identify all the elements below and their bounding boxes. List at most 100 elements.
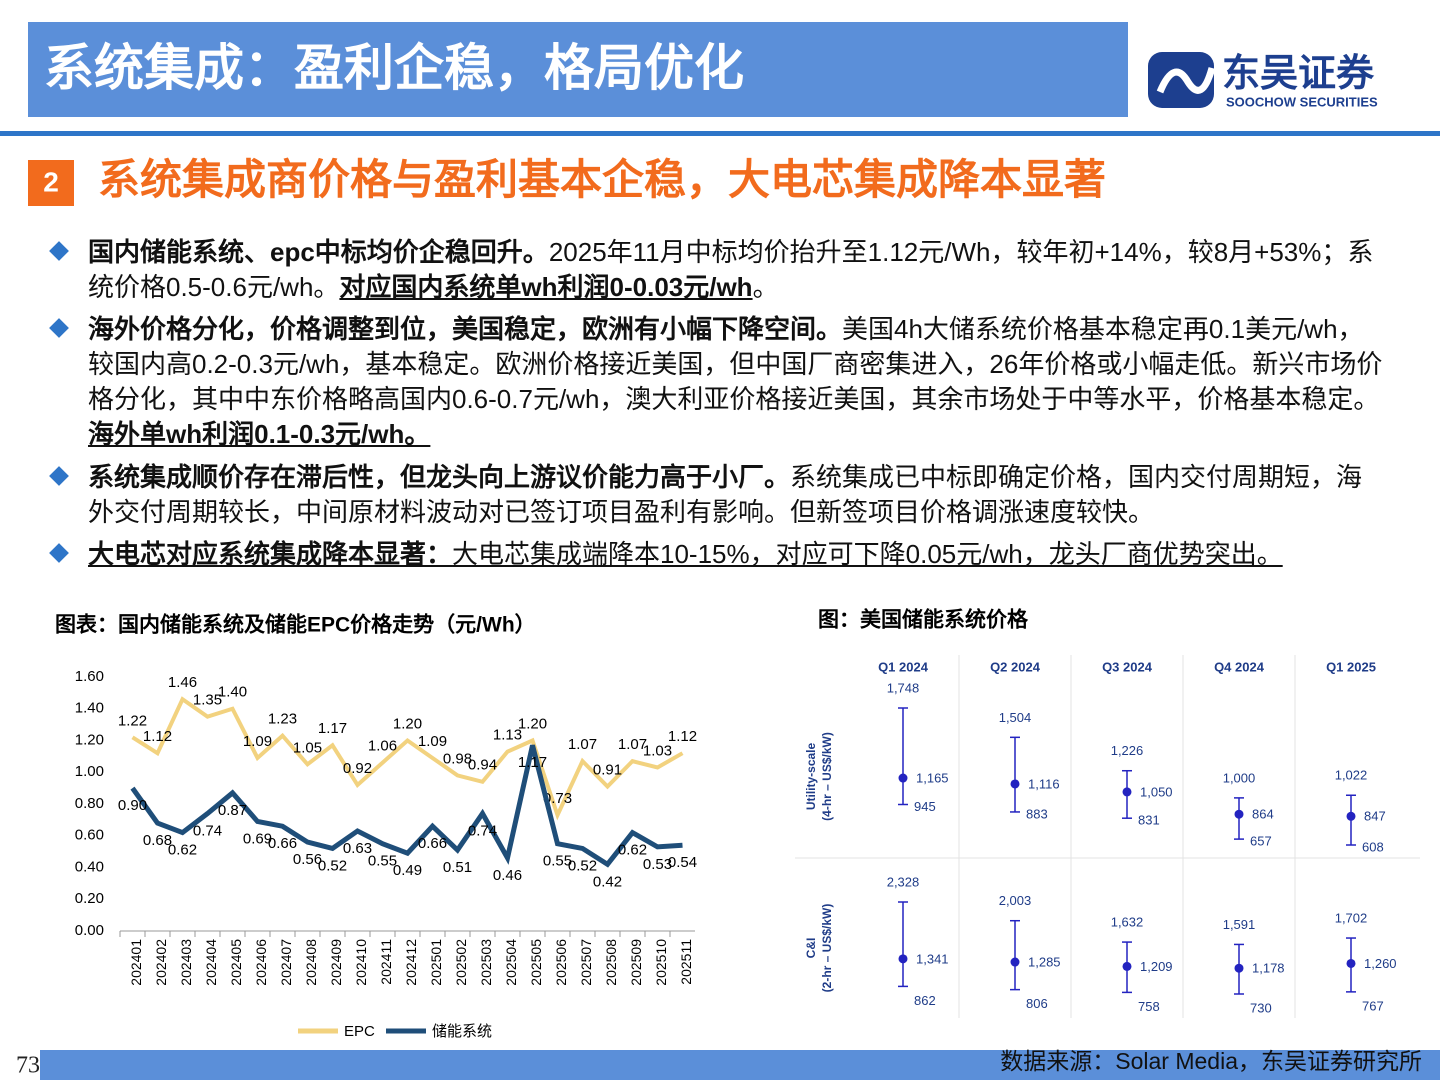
bullet: 大电芯对应系统集成降本显著：大电芯集成端降本10-15%，对应可下降0.05元/… (49, 537, 1388, 572)
slide-title: 系统集成：盈利企稳，格局优化 (44, 40, 744, 96)
data-label: 1.12 (668, 728, 697, 745)
data-label: 0.52 (568, 857, 597, 874)
high-label: 1,022 (1335, 768, 1368, 783)
bullet-text: 海外价格分化，价格调整到位，美国稳定，欧洲有小幅下降空间。 (88, 314, 843, 344)
high-label: 1,504 (999, 710, 1032, 725)
section-badge (28, 160, 74, 206)
mid-dot (1234, 963, 1244, 973)
low-label: 608 (1362, 839, 1384, 854)
chart-title: 图：美国储能系统价格 (818, 608, 1029, 632)
data-label: 0.49 (393, 862, 422, 879)
x-tick-label: 202506 (553, 939, 569, 986)
mid-dot (898, 773, 908, 783)
mid-label: 1,209 (1140, 959, 1173, 974)
data-label: 0.63 (343, 840, 372, 857)
data-label: 0.55 (368, 853, 397, 870)
panel-label: C&I (804, 938, 818, 959)
x-tick-label: 202511 (678, 939, 694, 985)
mid-label: 864 (1252, 807, 1274, 822)
data-label: 1.22 (118, 712, 147, 729)
data-label: 0.73 (543, 790, 572, 807)
bullet-text: 对应国内系统单wh利润0-0.03元/wh (339, 272, 753, 302)
data-label: 0.94 (468, 757, 497, 774)
x-tick-label: 202405 (228, 939, 244, 986)
column-header: Q1 2025 (1326, 659, 1376, 674)
x-tick-label: 202507 (578, 939, 594, 986)
low-label: 767 (1362, 998, 1384, 1013)
data-label: 1.17 (318, 720, 347, 737)
x-tick-label: 202505 (528, 939, 544, 986)
logo-name: 东吴证券 (1222, 53, 1375, 95)
y-tick-label: 0.40 (75, 858, 104, 875)
low-label: 862 (914, 993, 936, 1008)
data-label: 1.07 (568, 736, 597, 753)
mid-dot (1122, 961, 1132, 971)
y-tick-label: 0.00 (75, 922, 104, 939)
page-number: 73 (16, 1053, 40, 1079)
low-label: 730 (1250, 1000, 1272, 1015)
mid-label: 1,285 (1028, 954, 1061, 969)
bullet-text: 系统集成已中标即确定价格，国内交付周期短，海外交付周期较长，中间原材料波动对已签… (88, 462, 1363, 527)
x-tick-label: 202504 (503, 939, 519, 986)
low-label: 806 (1026, 996, 1048, 1011)
data-label: 1.03 (643, 742, 672, 759)
y-tick-label: 1.00 (75, 763, 104, 780)
x-tick-label: 202410 (353, 939, 369, 986)
x-tick-label: 202407 (278, 939, 294, 986)
x-tick-label: 202502 (453, 939, 469, 986)
data-label: 1.46 (168, 674, 197, 691)
x-tick-label: 202412 (403, 939, 419, 986)
panel-unit: (2-hr – US$/kW) (820, 904, 834, 993)
column-header: Q1 2024 (878, 659, 929, 674)
low-label: 657 (1250, 834, 1272, 849)
legend-label: 储能系统 (432, 1023, 492, 1040)
data-label: 0.51 (443, 859, 472, 876)
data-label: 1.09 (418, 733, 447, 750)
source: 数据来源：Solar Media，东吴证券研究所 (1000, 1048, 1422, 1074)
mid-dot (1346, 811, 1356, 821)
data-label: 0.74 (193, 822, 222, 839)
column-header: Q3 2024 (1102, 659, 1153, 674)
y-tick-label: 1.40 (75, 700, 104, 717)
data-label: 1.40 (218, 684, 247, 701)
data-label: 1.35 (193, 692, 222, 709)
data-label: 0.42 (593, 873, 622, 890)
data-label: 0.66 (418, 835, 447, 852)
bullet-text: 大电芯集成端降本10-15%，对应可下降0.05元/wh，龙头厂商优势突出。 (452, 539, 1283, 569)
data-label: 0.66 (268, 835, 297, 852)
mid-dot (1346, 958, 1356, 968)
data-label: 1.17 (518, 754, 547, 771)
mid-dot (1010, 957, 1020, 967)
bullet: 海外价格分化，价格调整到位，美国稳定，欧洲有小幅下降空间。美国4h大储系统价格基… (49, 312, 1388, 452)
bullet-text: 系统集成顺价存在滞后性，但龙头向上游议价能力高于小厂。 (88, 462, 791, 492)
low-label: 945 (914, 799, 936, 814)
data-label: 1.20 (393, 715, 422, 732)
data-label: 1.12 (143, 728, 172, 745)
data-label: 0.62 (618, 842, 647, 859)
data-label: 0.46 (493, 867, 522, 884)
mid-dot (1234, 809, 1244, 819)
data-label: 1.07 (618, 736, 647, 753)
x-tick-label: 202403 (178, 939, 194, 986)
bullet-text: 2025年11月中标均价抬升至1.12元/Wh，较年初+14%，较8月+53%；… (88, 237, 1374, 302)
mid-label: 1,165 (916, 770, 949, 785)
mid-label: 1,341 (916, 951, 949, 966)
low-label: 883 (1026, 806, 1048, 821)
high-label: 1,748 (887, 680, 920, 695)
x-tick-label: 202508 (603, 939, 619, 986)
mid-dot (1010, 779, 1020, 789)
data-label: 1.06 (368, 738, 397, 755)
mid-label: 1,116 (1028, 776, 1060, 791)
panel-label: Utility-scale (804, 742, 818, 810)
x-tick-label: 202401 (128, 939, 144, 986)
x-tick-label: 202408 (303, 939, 319, 986)
high-label: 1,702 (1335, 910, 1368, 925)
y-tick-label: 1.60 (75, 668, 104, 685)
mid-label: 1,178 (1252, 961, 1285, 976)
line (130, 744, 683, 868)
x-tick-label: 202411 (378, 939, 394, 985)
x-tick-label: 202503 (478, 939, 494, 986)
header-bar (28, 22, 1128, 117)
logo-sub: SOOCHOW SECURITIES (1226, 94, 1378, 109)
header-rule (0, 131, 1440, 136)
